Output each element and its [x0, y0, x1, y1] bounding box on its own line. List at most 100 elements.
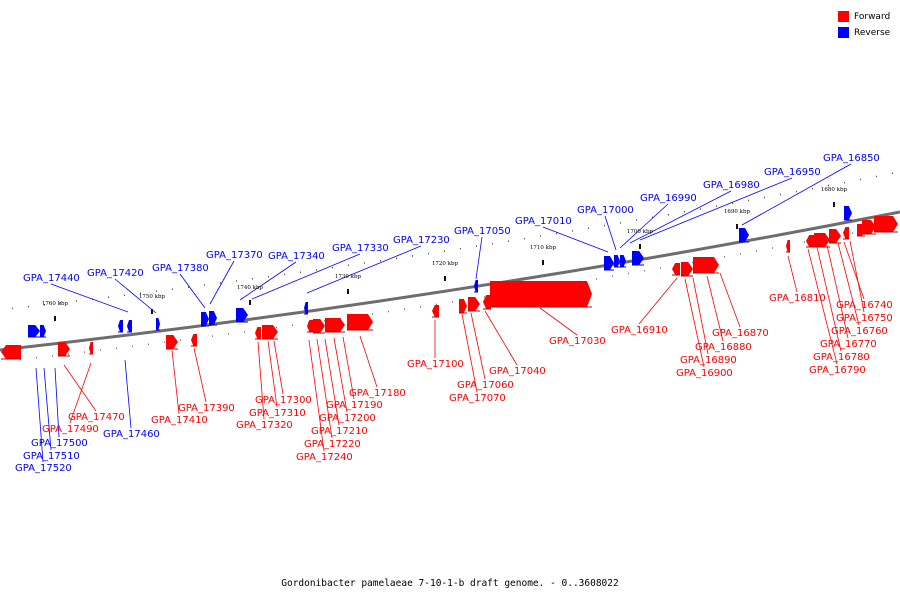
forward-gene-arrow	[347, 314, 373, 330]
gene-label: GPA_17220	[304, 439, 361, 450]
tick-dot	[388, 310, 389, 313]
gene-leader-line	[787, 255, 798, 293]
forward-gene-arrow	[262, 325, 278, 339]
tick-dot	[436, 303, 437, 306]
gene-label: GPA_16950	[764, 167, 821, 178]
forward-gene-arrow	[874, 216, 898, 232]
gene-label: GPA_16740	[836, 300, 893, 311]
tick-dot	[652, 216, 653, 219]
gene-label: GPA_17390	[178, 403, 235, 414]
gene-leader-line	[342, 336, 355, 400]
forward-gene-arrow	[307, 320, 313, 332]
gene-label: GPA_17380	[152, 263, 209, 274]
gene-label: GPA_16890	[680, 355, 737, 366]
tick-dot	[244, 331, 245, 333]
gene-label: GPA_17180	[349, 388, 406, 399]
gene-leader-line	[50, 283, 129, 313]
gene-label: GPA_17060	[457, 380, 514, 391]
leader-lines	[35, 163, 865, 463]
tick-dot	[276, 326, 277, 329]
forward-gene-arrow	[806, 235, 814, 247]
gene-leader-line	[114, 278, 157, 314]
tick-dot	[444, 250, 445, 252]
tick-dot	[228, 333, 229, 335]
forward-gene-arrow	[191, 334, 197, 346]
tick-dot	[404, 308, 405, 310]
tick-dot	[476, 245, 477, 247]
kbp-tick	[151, 309, 153, 314]
reverse-gene-arrow	[201, 312, 209, 326]
kbp-tick-label: 1690 kbp	[724, 209, 751, 215]
kbp-tick-label: 1750 kbp	[139, 294, 166, 300]
tick-dot	[12, 307, 13, 310]
tick-marks: 1760 kbp 1750 kbp 1740 kbp 1730 kbp 1720 kbp…	[42, 187, 848, 321]
tick-dot	[700, 208, 701, 210]
tick-dot	[20, 358, 21, 361]
gene-label: GPA_16770	[820, 339, 877, 350]
gene-leader-line	[849, 240, 865, 313]
gene-label: GPA_16790	[809, 365, 866, 376]
tick-dot	[332, 266, 333, 269]
kbp-tick-label: 1760 kbp	[42, 301, 69, 307]
kbp-tick	[347, 289, 349, 294]
gene-label: GPA_17500	[31, 438, 88, 449]
reverse-gene-arrow	[739, 228, 749, 242]
tick-dot	[756, 250, 757, 252]
gene-leader-line	[843, 241, 865, 300]
gene-leader-line	[124, 359, 132, 429]
gene-leader-line	[308, 339, 325, 452]
tick-dot	[316, 269, 317, 271]
tick-dot	[844, 181, 845, 184]
reverse-swatch	[838, 27, 849, 38]
tick-dot	[220, 282, 221, 284]
gene-leader-line	[638, 277, 678, 325]
tick-dot	[164, 341, 165, 344]
gene-leader-line	[470, 312, 486, 380]
forward-gene-arrow	[843, 227, 849, 239]
tick-dot	[540, 235, 541, 237]
tick-dot	[484, 296, 485, 298]
tick-dot	[556, 232, 557, 235]
gene-leader-line	[837, 242, 860, 326]
tick-dot	[212, 335, 213, 337]
gene-label: GPA_17440	[23, 273, 80, 284]
forward-gene-arrow	[693, 257, 719, 273]
tick-dot	[68, 353, 69, 355]
legend-forward: Forward	[838, 9, 898, 24]
forward-gene-arrow	[89, 342, 93, 354]
gene-label: GPA_17010	[515, 216, 572, 227]
tick-dot	[124, 294, 125, 297]
gene-label: GPA_17320	[236, 420, 293, 431]
gene-label: GPA_17070	[449, 393, 506, 404]
gene-label: GPA_17410	[151, 415, 208, 426]
kbp-tick-label: 1710 kbp	[530, 245, 557, 251]
kbp-tick	[444, 276, 446, 281]
gene-leader-line	[461, 313, 478, 393]
gene-leader-line	[807, 248, 838, 365]
tick-dot	[324, 320, 325, 322]
kbp-tick	[54, 316, 56, 321]
tick-dot	[76, 300, 77, 302]
tick-dot	[188, 286, 189, 288]
forward-gene-arrow	[255, 327, 261, 339]
gene-leader-line	[324, 338, 340, 426]
gene-label: GPA_17520	[15, 463, 72, 474]
gene-leader-line	[333, 337, 348, 413]
gene-label: GPA_17210	[311, 426, 368, 437]
gene-label: GPA_17030	[549, 336, 606, 347]
gene-leader-line	[475, 236, 483, 280]
tick-dot	[460, 247, 461, 250]
tick-dot	[156, 290, 157, 293]
reverse-gene-arrow	[209, 311, 217, 325]
tick-dot	[732, 202, 733, 205]
tick-dot	[596, 278, 597, 280]
gene-label: GPA_17240	[296, 452, 353, 463]
forward-gene-arrow	[681, 262, 693, 276]
kbp-tick	[833, 202, 835, 207]
forward-gene-arrow	[672, 263, 680, 275]
gene-label: GPA_17490	[42, 424, 99, 435]
gene-label: GPA_17460	[103, 429, 160, 440]
tick-dot	[268, 275, 269, 278]
reverse-gene-arrow	[40, 325, 46, 337]
tick-dot	[892, 172, 893, 175]
